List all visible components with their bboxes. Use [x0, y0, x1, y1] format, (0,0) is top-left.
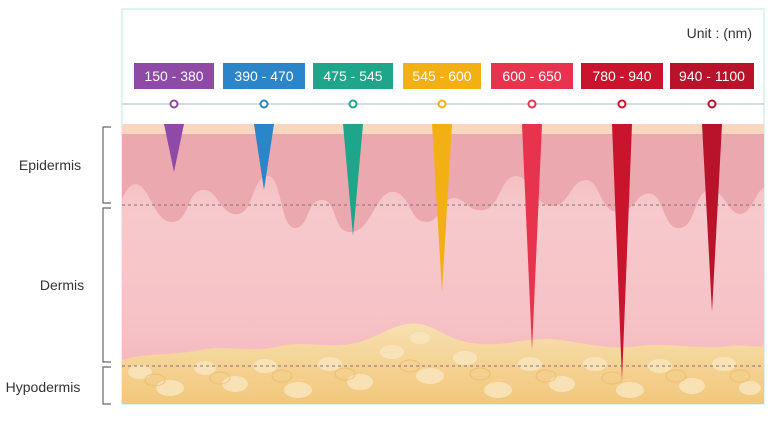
wavelength-marker — [437, 99, 447, 109]
penetration-wedge — [254, 124, 274, 190]
wavelength-badge-label: 150 - 380 — [144, 68, 203, 84]
hypodermis-label: Hypodermis — [6, 379, 81, 395]
penetration-wedge — [522, 124, 542, 350]
wavelength-badge — [491, 63, 573, 89]
wavelength-bands: 150 - 380 390 - 470 475 - 545 545 - 600 600 … — [134, 63, 754, 380]
wavelength-badge-label: 780 - 940 — [592, 68, 651, 84]
wavelength-marker — [169, 99, 179, 109]
wavelength-badge — [134, 63, 214, 89]
wavelength-marker — [259, 99, 269, 109]
wavelength-marker — [707, 99, 717, 109]
penetration-wedge — [343, 124, 363, 236]
penetration-wedge — [612, 124, 632, 380]
wavelength-badge — [670, 63, 754, 89]
hypodermis-bracket — [102, 366, 111, 405]
wavelength-badge-label: 475 - 545 — [323, 68, 382, 84]
fat-cells — [128, 332, 761, 398]
hypodermis-layer — [122, 323, 764, 404]
wavelength-marker — [617, 99, 627, 109]
dermis-bracket — [102, 207, 111, 363]
dermis-label: Dermis — [40, 277, 84, 293]
unit-label: Unit : (nm) — [687, 25, 752, 41]
wavelength-badge-label: 545 - 600 — [412, 68, 471, 84]
wavelength-badge — [313, 63, 393, 89]
penetration-wedge — [432, 124, 452, 292]
wavelength-badge — [581, 63, 663, 89]
wavelength-marker — [527, 99, 537, 109]
wavelength-badge-label: 940 - 1100 — [679, 68, 745, 84]
wavelength-marker — [348, 99, 358, 109]
wavelength-badge — [223, 63, 305, 89]
penetration-wedge — [164, 124, 184, 172]
wavelength-badge — [403, 63, 481, 89]
fat-cell-outlines — [144, 359, 751, 387]
wavelength-badge-label: 390 - 470 — [234, 68, 293, 84]
layer-brackets — [102, 126, 111, 405]
epidermis-label: Epidermis — [19, 157, 81, 173]
wavelength-badge-label: 600 - 650 — [502, 68, 561, 84]
penetration-wedge — [702, 124, 722, 312]
epidermis-bracket — [102, 126, 111, 204]
